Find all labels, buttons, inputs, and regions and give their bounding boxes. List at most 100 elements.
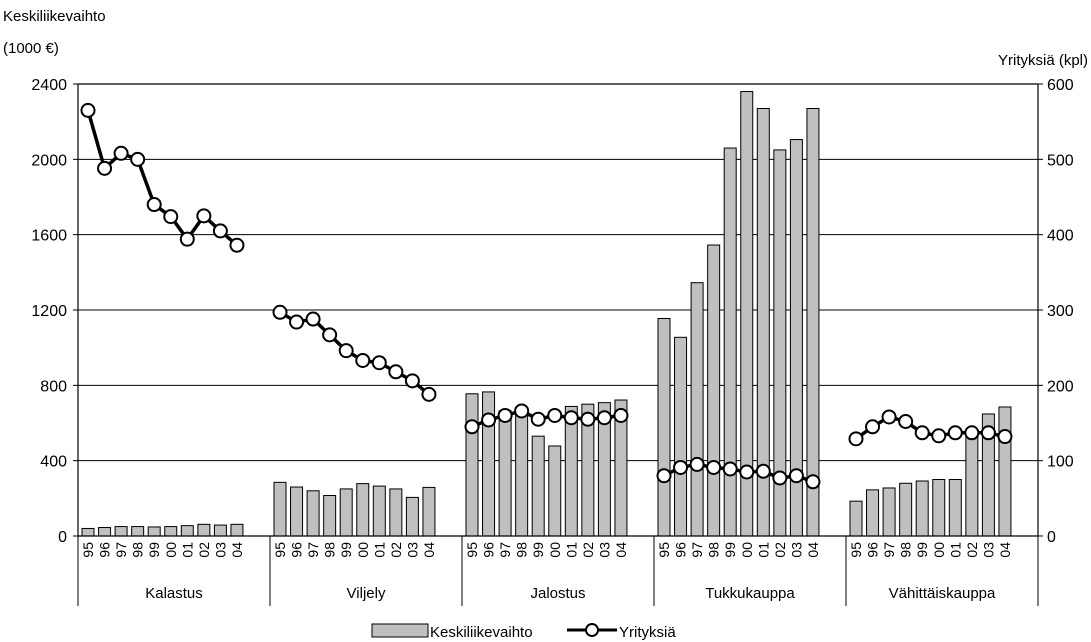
bar bbox=[339, 488, 353, 537]
bar bbox=[98, 527, 112, 537]
bar bbox=[707, 244, 721, 537]
year-label: 98 bbox=[514, 542, 530, 558]
bar bbox=[356, 483, 370, 537]
left-tick-label: 800 bbox=[40, 378, 67, 395]
bar bbox=[564, 405, 578, 537]
group-label: Vähittäiskauppa bbox=[889, 585, 996, 602]
right-tick-label: 0 bbox=[1047, 529, 1056, 546]
right-axis-title: Yrityksiä (kpl) bbox=[998, 52, 1088, 69]
yrityksia-line bbox=[663, 462, 814, 484]
bar bbox=[882, 487, 896, 537]
bar bbox=[932, 479, 946, 537]
bar bbox=[948, 479, 962, 537]
yrityksia-marker bbox=[530, 411, 546, 427]
yrityksia-marker bbox=[613, 407, 629, 423]
year-label: 96 bbox=[481, 542, 497, 558]
yrityksia-marker bbox=[388, 364, 404, 380]
year-label: 00 bbox=[355, 542, 371, 558]
yrityksia-marker bbox=[497, 407, 513, 423]
yrityksia-marker bbox=[689, 456, 705, 472]
year-label: 03 bbox=[212, 542, 228, 558]
yrityksia-marker bbox=[212, 223, 228, 239]
yrityksia-marker bbox=[229, 237, 245, 253]
year-label: 99 bbox=[914, 542, 930, 558]
legend-bar-swatch bbox=[371, 623, 429, 638]
left-axis-ticks: 0 400 800 1200 1600 2000 2400 bbox=[31, 77, 78, 546]
yrityksia-marker bbox=[305, 311, 321, 327]
left-tick-label: 0 bbox=[58, 529, 67, 546]
yrityksia-marker bbox=[464, 419, 480, 435]
year-label: 97 bbox=[305, 542, 321, 558]
bar bbox=[548, 445, 562, 537]
yrityksia-marker bbox=[272, 304, 288, 320]
year-label: 99 bbox=[722, 542, 738, 558]
bar bbox=[723, 147, 737, 537]
year-label: 02 bbox=[964, 542, 980, 558]
legend-line-marker bbox=[585, 623, 599, 637]
gridlines bbox=[78, 83, 1038, 462]
year-label: 98 bbox=[130, 542, 146, 558]
bar bbox=[806, 107, 820, 537]
bar bbox=[213, 524, 227, 537]
yrityksia-marker bbox=[547, 407, 563, 423]
bar bbox=[531, 435, 545, 537]
yrityksia-marker bbox=[739, 464, 755, 480]
year-label: 95 bbox=[272, 542, 288, 558]
group-label: Kalastus bbox=[145, 585, 203, 602]
yrityksia-marker bbox=[706, 459, 722, 475]
year-label: 04 bbox=[421, 542, 437, 558]
bar bbox=[81, 527, 95, 537]
yrityksia-marker bbox=[848, 431, 864, 447]
bar bbox=[657, 317, 671, 537]
bar bbox=[498, 410, 512, 537]
year-label: 99 bbox=[530, 542, 546, 558]
bar bbox=[290, 486, 304, 537]
yrityksia-marker bbox=[322, 327, 338, 343]
yrityksia-marker bbox=[97, 160, 113, 176]
bar-series bbox=[81, 91, 1012, 537]
yrityksia-marker bbox=[947, 425, 963, 441]
yrityksia-marker bbox=[371, 355, 387, 371]
bar bbox=[866, 489, 880, 537]
group-label: Viljely bbox=[347, 585, 386, 602]
yrityksia-marker bbox=[881, 409, 897, 425]
year-label: 02 bbox=[196, 542, 212, 558]
yrityksia-marker bbox=[146, 197, 162, 213]
bar bbox=[306, 490, 320, 537]
yrityksia-marker bbox=[163, 209, 179, 225]
year-label: 96 bbox=[289, 542, 305, 558]
bar bbox=[465, 393, 479, 537]
yrityksia-marker bbox=[179, 231, 195, 247]
year-label: 97 bbox=[881, 542, 897, 558]
legend-bar-label: Keskiliikevaihto bbox=[430, 624, 533, 641]
year-label: 00 bbox=[547, 542, 563, 558]
yrityksia-marker bbox=[580, 411, 596, 427]
yrityksia-marker bbox=[421, 386, 437, 402]
year-label: 97 bbox=[689, 542, 705, 558]
bar bbox=[515, 407, 529, 537]
yrityksia-marker bbox=[805, 474, 821, 490]
year-label: 95 bbox=[656, 542, 672, 558]
left-tick-label: 2400 bbox=[31, 77, 67, 94]
right-tick-label: 100 bbox=[1047, 454, 1074, 471]
yrityksia-marker bbox=[113, 145, 129, 161]
yrityksia-marker bbox=[788, 468, 804, 484]
left-tick-label: 1200 bbox=[31, 303, 67, 320]
bar bbox=[147, 526, 161, 537]
legend-line-label: Yrityksiä bbox=[619, 624, 676, 641]
bar bbox=[998, 406, 1012, 537]
bar bbox=[114, 526, 128, 537]
bar bbox=[849, 500, 863, 537]
year-label: 04 bbox=[613, 542, 629, 558]
yrityksia-marker bbox=[931, 428, 947, 444]
bar bbox=[197, 523, 211, 537]
yrityksia-marker bbox=[997, 429, 1013, 445]
year-label: 01 bbox=[179, 542, 195, 558]
bar bbox=[389, 488, 403, 537]
line-series bbox=[80, 102, 1013, 490]
right-tick-label: 500 bbox=[1047, 152, 1074, 169]
group-label: Jalostus bbox=[530, 585, 585, 602]
yrityksia-marker bbox=[596, 410, 612, 426]
bar bbox=[690, 282, 704, 537]
